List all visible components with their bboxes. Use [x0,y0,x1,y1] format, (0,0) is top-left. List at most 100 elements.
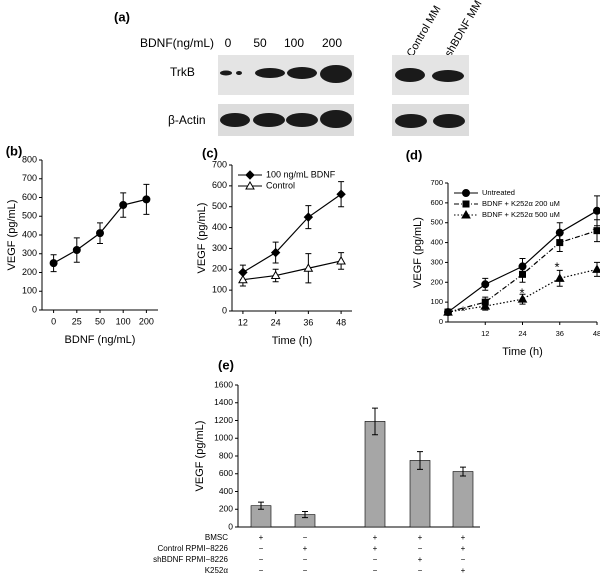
panel-label: (a) [114,9,130,24]
x-axis-title: Time (h) [272,335,313,347]
y-axis-title: VEGF (pg/mL) [196,203,208,274]
y-tick-label: 800 [219,450,233,460]
marker [337,190,345,198]
y-tick-label: 0 [439,317,443,326]
axis [238,385,480,527]
table-row-label: K252α [205,566,229,573]
table-cell: + [259,533,264,542]
table-cell: − [303,566,308,573]
table-cell: − [418,544,423,553]
annotation: * [519,285,524,300]
dose-label: 200 [322,36,342,50]
legend-label: 100 ng/mL BDNF [266,169,336,179]
y-tick-label: 600 [22,192,37,202]
y-tick-label: 1200 [214,415,233,425]
marker [143,196,150,203]
marker [557,240,563,246]
bar [365,421,385,527]
y-axis-title: VEGF (pg/mL) [194,421,206,492]
y-tick-label: 700 [430,178,443,187]
legend-label: Untreated [482,188,515,197]
table-cell: − [461,555,466,564]
panel-label: (e) [218,357,234,372]
y-tick-label: 200 [430,277,443,286]
table-cell: + [418,533,423,542]
blot-panel: (a) BDNF(ng/mL) 0 50 100 200 Control MM … [114,0,485,136]
y-tick-label: 600 [430,198,443,207]
table-cell: + [461,544,466,553]
x-tick-label: 36 [556,329,564,338]
table-cell: + [373,544,378,553]
marker [463,201,469,207]
bar [410,460,430,527]
table-cell: − [373,566,378,573]
y-tick-label: 800 [22,154,37,164]
dose-title: BDNF(ng/mL) [140,36,214,50]
x-tick-label: 36 [303,317,313,327]
x-tick-label: 100 [116,316,131,326]
table-cell: − [259,555,264,564]
marker [97,230,104,237]
marker [594,207,600,214]
table-cell: − [418,566,423,573]
y-tick-label: 100 [430,297,443,306]
y-tick-label: 1400 [214,397,233,407]
legend-label: Control [266,180,295,190]
y-tick-label: 400 [22,229,37,239]
marker [246,171,254,179]
y-tick-label: 700 [22,173,37,183]
y-tick-label: 500 [22,211,37,221]
panel-label: (c) [202,145,218,160]
y-tick-label: 600 [219,468,233,478]
y-tick-label: 200 [212,264,227,274]
y-tick-label: 100 [212,285,227,295]
table-row-label: shBDNF RPMI−8226 [153,555,228,564]
y-tick-label: 400 [430,238,443,247]
x-tick-label: 25 [72,316,82,326]
dose-label: 100 [284,36,304,50]
x-tick-label: 200 [139,316,154,326]
table-cell: − [373,555,378,564]
x-axis-title: BDNF (ng/mL) [65,334,136,346]
marker [593,265,600,272]
x-axis-title: Time (h) [502,346,543,358]
marker [120,202,127,209]
y-tick-label: 600 [212,180,227,190]
y-tick-label: 300 [430,257,443,266]
x-tick-label: 50 [95,316,105,326]
x-tick-label: 12 [481,329,489,338]
y-tick-label: 0 [32,304,37,314]
y-tick-label: 400 [219,486,233,496]
panel-label: (d) [406,147,423,162]
x-tick-label: 24 [271,317,281,327]
y-tick-label: 700 [212,159,227,169]
x-tick-label: 12 [238,317,248,327]
y-tick-label: 400 [212,222,227,232]
marker [482,281,489,288]
row-label: TrkB [170,65,195,79]
table-cell: − [303,533,308,542]
table-cell: + [373,533,378,542]
y-tick-label: 100 [22,286,37,296]
table-cell: − [259,544,264,553]
x-tick-label: 48 [593,329,600,338]
y-tick-label: 1000 [214,433,233,443]
series-line [243,194,341,272]
marker [337,257,345,264]
row-label: β-Actin [168,113,206,127]
y-tick-label: 300 [22,248,37,258]
annotation: * [554,259,559,274]
y-axis-title: VEGF (pg/mL) [412,217,424,288]
y-tick-label: 1600 [214,379,233,389]
y-tick-label: 0 [228,521,233,531]
panel-label: (b) [6,143,23,158]
y-tick-label: 500 [212,201,227,211]
marker [463,190,470,197]
y-tick-label: 0 [222,305,227,315]
annotation: * [460,303,465,318]
y-tick-label: 500 [430,218,443,227]
table-row-label: Control RPMI−8226 [158,544,229,553]
y-tick-label: 300 [212,243,227,253]
y-axis-title: VEGF (pg/mL) [6,200,18,271]
